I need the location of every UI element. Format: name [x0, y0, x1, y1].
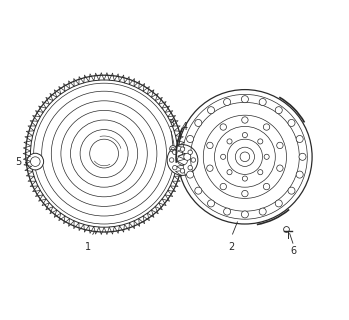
Circle shape	[188, 165, 192, 170]
Circle shape	[172, 150, 177, 155]
Circle shape	[26, 75, 183, 232]
Circle shape	[188, 150, 192, 155]
Circle shape	[299, 153, 306, 160]
Circle shape	[242, 132, 247, 138]
Circle shape	[195, 119, 202, 126]
Circle shape	[187, 171, 194, 178]
Circle shape	[275, 107, 282, 114]
Circle shape	[258, 170, 263, 175]
Circle shape	[227, 170, 232, 175]
Circle shape	[296, 135, 303, 142]
Circle shape	[263, 183, 270, 190]
Circle shape	[180, 147, 185, 151]
Circle shape	[227, 139, 232, 144]
Circle shape	[208, 107, 215, 114]
Circle shape	[30, 157, 40, 166]
Circle shape	[296, 171, 303, 178]
Circle shape	[167, 145, 198, 175]
Circle shape	[207, 165, 213, 172]
Circle shape	[242, 117, 248, 123]
Circle shape	[184, 153, 191, 160]
Circle shape	[242, 96, 248, 103]
Circle shape	[242, 211, 248, 218]
Circle shape	[27, 153, 44, 170]
Circle shape	[277, 142, 283, 148]
Circle shape	[177, 155, 188, 165]
Circle shape	[259, 99, 266, 106]
Circle shape	[263, 124, 270, 130]
Circle shape	[275, 200, 282, 207]
Text: 6: 6	[291, 246, 297, 256]
Text: 3: 3	[168, 119, 174, 129]
Circle shape	[288, 119, 295, 126]
Text: 5: 5	[16, 156, 22, 167]
Circle shape	[172, 165, 177, 170]
Circle shape	[242, 176, 247, 181]
Text: 1: 1	[85, 242, 91, 252]
Circle shape	[224, 208, 231, 215]
Circle shape	[187, 135, 194, 142]
Circle shape	[180, 169, 185, 173]
Circle shape	[220, 124, 227, 130]
Circle shape	[207, 142, 213, 148]
Circle shape	[224, 99, 231, 106]
Circle shape	[264, 154, 269, 159]
Circle shape	[170, 146, 176, 152]
Circle shape	[171, 147, 174, 150]
Circle shape	[178, 90, 312, 224]
Circle shape	[258, 139, 263, 144]
Text: 2: 2	[228, 242, 235, 252]
Circle shape	[191, 158, 196, 162]
Circle shape	[221, 154, 226, 159]
Circle shape	[242, 190, 248, 197]
Circle shape	[208, 200, 215, 207]
Circle shape	[277, 165, 283, 172]
Circle shape	[195, 187, 202, 194]
Circle shape	[259, 208, 266, 215]
Circle shape	[220, 183, 227, 190]
Circle shape	[288, 187, 295, 194]
Text: 4: 4	[182, 122, 188, 132]
Circle shape	[169, 158, 174, 162]
